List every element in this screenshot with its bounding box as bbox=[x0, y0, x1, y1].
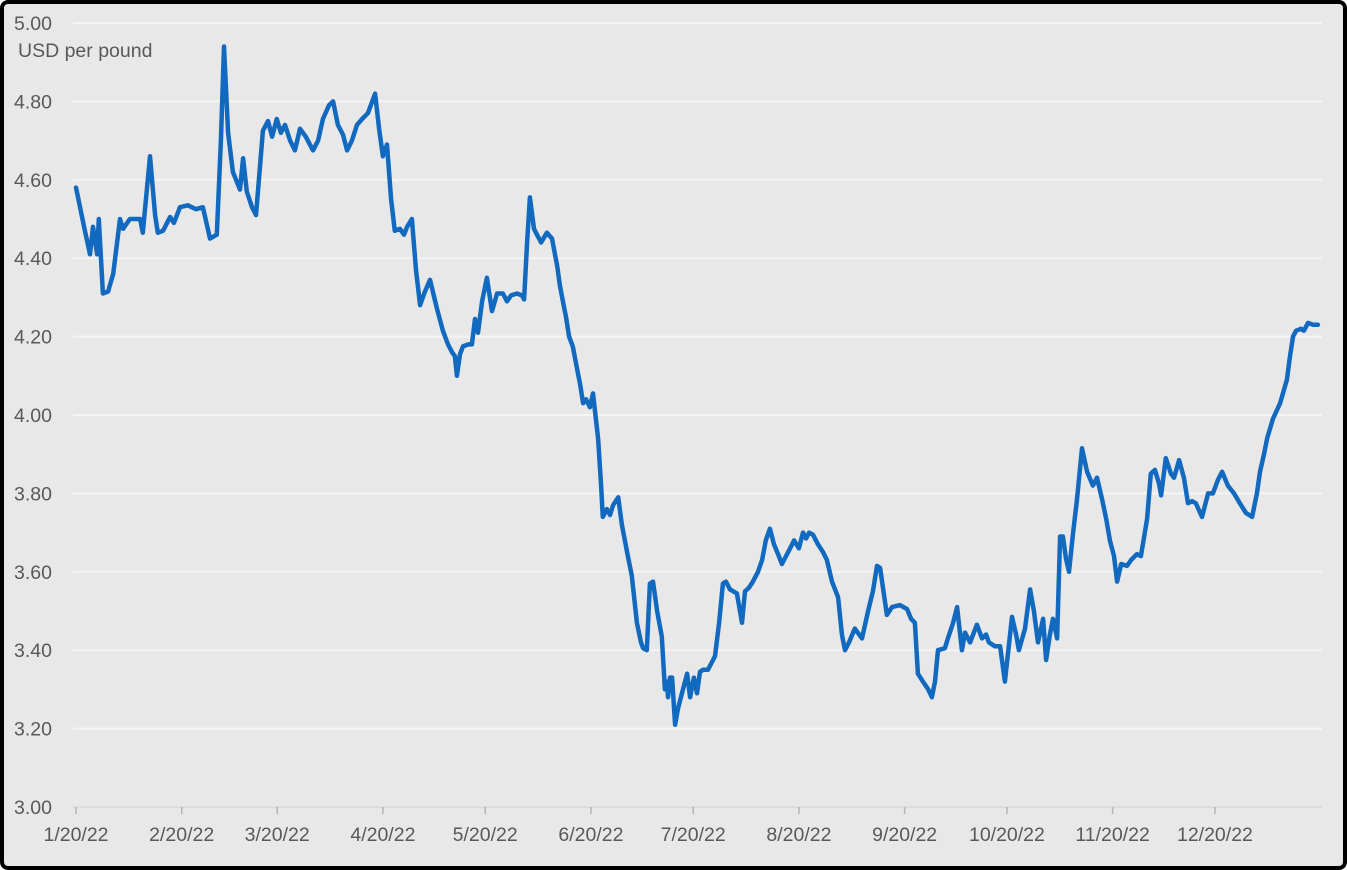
y-axis-tick-label: 4.20 bbox=[14, 327, 52, 349]
y-axis-tick-label: 4.40 bbox=[14, 248, 52, 270]
x-axis-tick-label: 11/20/22 bbox=[1075, 824, 1149, 846]
y-axis-tick-label: 4.60 bbox=[14, 170, 52, 192]
x-axis-tick-label: 12/20/22 bbox=[1177, 824, 1253, 846]
y-axis-tick-label: 4.80 bbox=[14, 91, 52, 113]
x-axis-tick-label: 5/20/22 bbox=[453, 824, 518, 846]
x-axis-tick-label: 7/20/22 bbox=[661, 824, 726, 846]
x-axis-tick-label: 3/20/22 bbox=[245, 824, 310, 846]
y-axis-tick-label: 3.40 bbox=[14, 640, 52, 662]
y-axis-title: USD per pound bbox=[18, 40, 153, 62]
x-axis-tick-label: 2/20/22 bbox=[149, 824, 214, 846]
y-axis-tick-label: 3.00 bbox=[14, 797, 52, 819]
x-axis-tick-label: 6/20/22 bbox=[558, 824, 623, 846]
x-axis-tick-label: 10/20/22 bbox=[969, 824, 1045, 846]
y-axis-tick-label: 3.80 bbox=[14, 483, 52, 505]
x-axis-tick-label: 9/20/22 bbox=[872, 824, 937, 846]
x-axis-tick-label: 4/20/22 bbox=[350, 824, 415, 846]
y-axis-tick-label: 3.60 bbox=[14, 562, 52, 584]
y-axis-tick-label: 5.00 bbox=[14, 13, 52, 35]
line-chart: 1/20/22 2/20/22 3/20/22 4/20/22 5/20/22 6/20/… bbox=[14, 13, 1322, 846]
x-axis-tick-label: 1/20/22 bbox=[43, 824, 108, 846]
y-axis-tick-label: 3.20 bbox=[14, 719, 52, 741]
price-line bbox=[73, 44, 1321, 727]
y-axis-tick-label: 4.00 bbox=[14, 405, 52, 427]
x-axis-tick-label: 8/20/22 bbox=[766, 824, 831, 846]
